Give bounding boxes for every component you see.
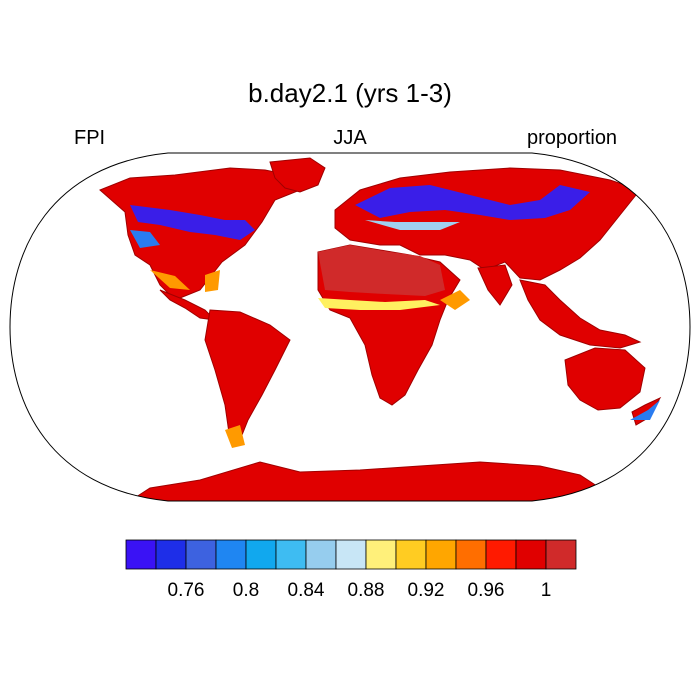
anomaly-patch (318, 298, 440, 310)
anomaly-patch (130, 230, 160, 248)
anomaly-patch (630, 400, 660, 420)
colorbar-swatch (185, 539, 217, 570)
north-america (99, 167, 301, 301)
colorbar-tick-label: 0.92 (408, 580, 445, 601)
right-label: proportion (527, 127, 618, 149)
colorbar-swatch (245, 539, 277, 570)
colorbar-swatch (425, 539, 457, 570)
colorbar-tick-label: 0.84 (288, 580, 325, 601)
colorbar-swatch (395, 539, 427, 570)
anomaly-patch (365, 220, 460, 230)
colorbar-tick-label: 0.76 (168, 580, 205, 601)
anomaly-patch (318, 245, 445, 296)
colorbar-swatch (215, 539, 247, 570)
anomaly-patch (225, 425, 245, 448)
colorbar-swatch (305, 539, 337, 570)
map-title: b.day2.1 (yrs 1-3) (248, 78, 452, 108)
center-label: JJA (333, 127, 367, 149)
colorbar-swatch (125, 539, 157, 570)
colorbar-swatch (335, 539, 367, 570)
colorbar-swatch (455, 539, 487, 570)
greenland (269, 157, 326, 193)
colorbar-swatch (485, 539, 517, 570)
anomaly-patch (440, 290, 470, 310)
colorbar-swatch (545, 539, 577, 570)
anomaly-patch (355, 185, 590, 220)
colorbar-tick-label: 0.88 (348, 580, 385, 601)
colorbar-swatch (515, 539, 547, 570)
south-america (204, 309, 291, 446)
colorbar-swatch (275, 539, 307, 570)
anomaly-patch (205, 270, 220, 292)
left-label: FPI (74, 127, 106, 149)
colorbar-tick-label: 0.8 (233, 580, 259, 601)
colorbar-swatch (155, 539, 187, 570)
colorbar-swatch (365, 539, 397, 570)
colorbar-tick-label: 1 (541, 580, 552, 601)
india (477, 264, 513, 306)
central-america (159, 289, 217, 321)
antarctica (128, 461, 622, 501)
southeast-asia (519, 279, 642, 349)
anomaly-patches (130, 185, 660, 448)
anomaly-patch (150, 270, 190, 290)
australia (564, 347, 646, 411)
colorbar-tick-label: 0.96 (468, 580, 505, 601)
globe-outline (9, 152, 691, 502)
anomaly-patch (130, 205, 255, 240)
